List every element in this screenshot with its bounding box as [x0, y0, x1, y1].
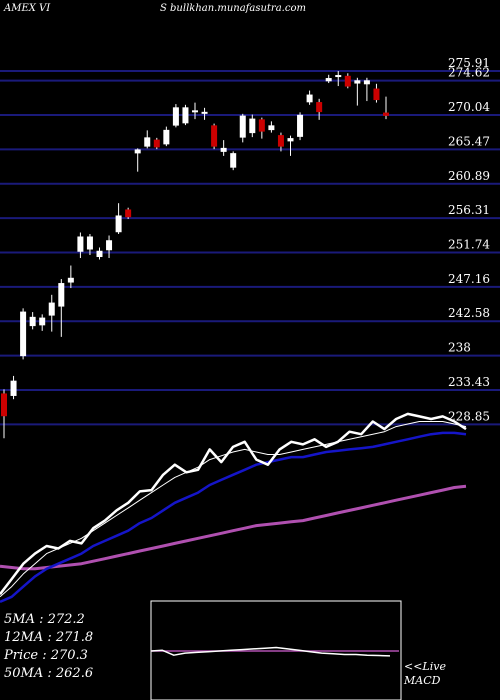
candle-body	[383, 112, 389, 116]
candle-body	[201, 111, 208, 114]
candle-body	[86, 236, 93, 250]
moving-average-panel	[0, 412, 467, 603]
macd-label: MACD	[404, 674, 441, 687]
candle-body	[182, 107, 189, 124]
candle-body	[106, 240, 113, 251]
candle-body	[239, 115, 246, 138]
live-label: <<Live	[404, 660, 446, 673]
candle-body	[134, 149, 141, 154]
price-tick-label: 233.43	[448, 375, 490, 389]
candle-body	[192, 110, 198, 113]
price-tick-label: 251.74	[448, 237, 490, 251]
candle-body	[77, 236, 84, 252]
candle-body	[29, 316, 36, 327]
candle-body	[297, 114, 304, 137]
candle-body	[115, 215, 122, 233]
candle-body	[58, 283, 65, 307]
macd-panel	[150, 600, 402, 700]
price-gridlines	[0, 69, 500, 426]
candle-body	[287, 138, 294, 142]
price-tick-label: 265.47	[448, 134, 490, 148]
candle-body	[249, 118, 256, 134]
candle-body	[125, 209, 132, 218]
price-tick-label: 228.85	[448, 409, 490, 423]
candle-body	[316, 102, 323, 113]
ticker-label: AMEX VI	[4, 3, 51, 14]
candle-body	[230, 153, 237, 168]
candle-body	[172, 107, 179, 126]
candle-body	[1, 393, 7, 417]
candle-body	[10, 380, 17, 396]
candlesticks	[1, 71, 389, 439]
candle-body	[306, 94, 313, 103]
candle-body	[363, 80, 370, 85]
candle-body	[268, 125, 275, 131]
price-tick-label: 242.58	[448, 306, 490, 320]
candle-body	[211, 125, 218, 147]
candle-body	[67, 277, 74, 283]
ma50-line	[0, 484, 467, 571]
candle-body	[153, 139, 160, 148]
ma5-readout: 5MA : 272.2	[4, 612, 85, 627]
ma50-readout: 50MA : 262.6	[4, 666, 94, 681]
price-tick-label: 275.91	[448, 56, 490, 70]
ma12-readout: 12MA : 271.8	[4, 630, 94, 645]
candle-body	[335, 75, 342, 78]
candle-body	[48, 302, 55, 316]
candle-body	[39, 317, 46, 326]
candle-body	[354, 80, 361, 84]
price-tick-label: 270.04	[448, 100, 490, 114]
price-tick-label: 256.31	[448, 203, 490, 217]
candle-body	[144, 137, 151, 147]
ma12-line	[0, 431, 467, 603]
price-tick-label: 238	[448, 341, 471, 355]
candle-body	[96, 250, 103, 258]
price-tick-label: 274.62	[448, 66, 490, 80]
macd-line	[150, 646, 391, 657]
candle-body	[258, 119, 265, 132]
price-tick-label: 247.16	[448, 272, 490, 286]
price-readout: Price : 270.3	[4, 648, 88, 663]
candle-body	[220, 147, 227, 152]
candle-body	[277, 135, 284, 147]
site-label: S bullkhan.munafasutra.com	[160, 3, 306, 14]
candle-body	[20, 311, 27, 357]
candle-body	[325, 78, 332, 82]
candle-body	[344, 75, 351, 87]
price-line	[0, 412, 467, 595]
ma5-line	[0, 421, 467, 598]
price-tick-label: 260.89	[448, 169, 490, 183]
candle-body	[373, 88, 380, 101]
candle-body	[163, 129, 170, 145]
